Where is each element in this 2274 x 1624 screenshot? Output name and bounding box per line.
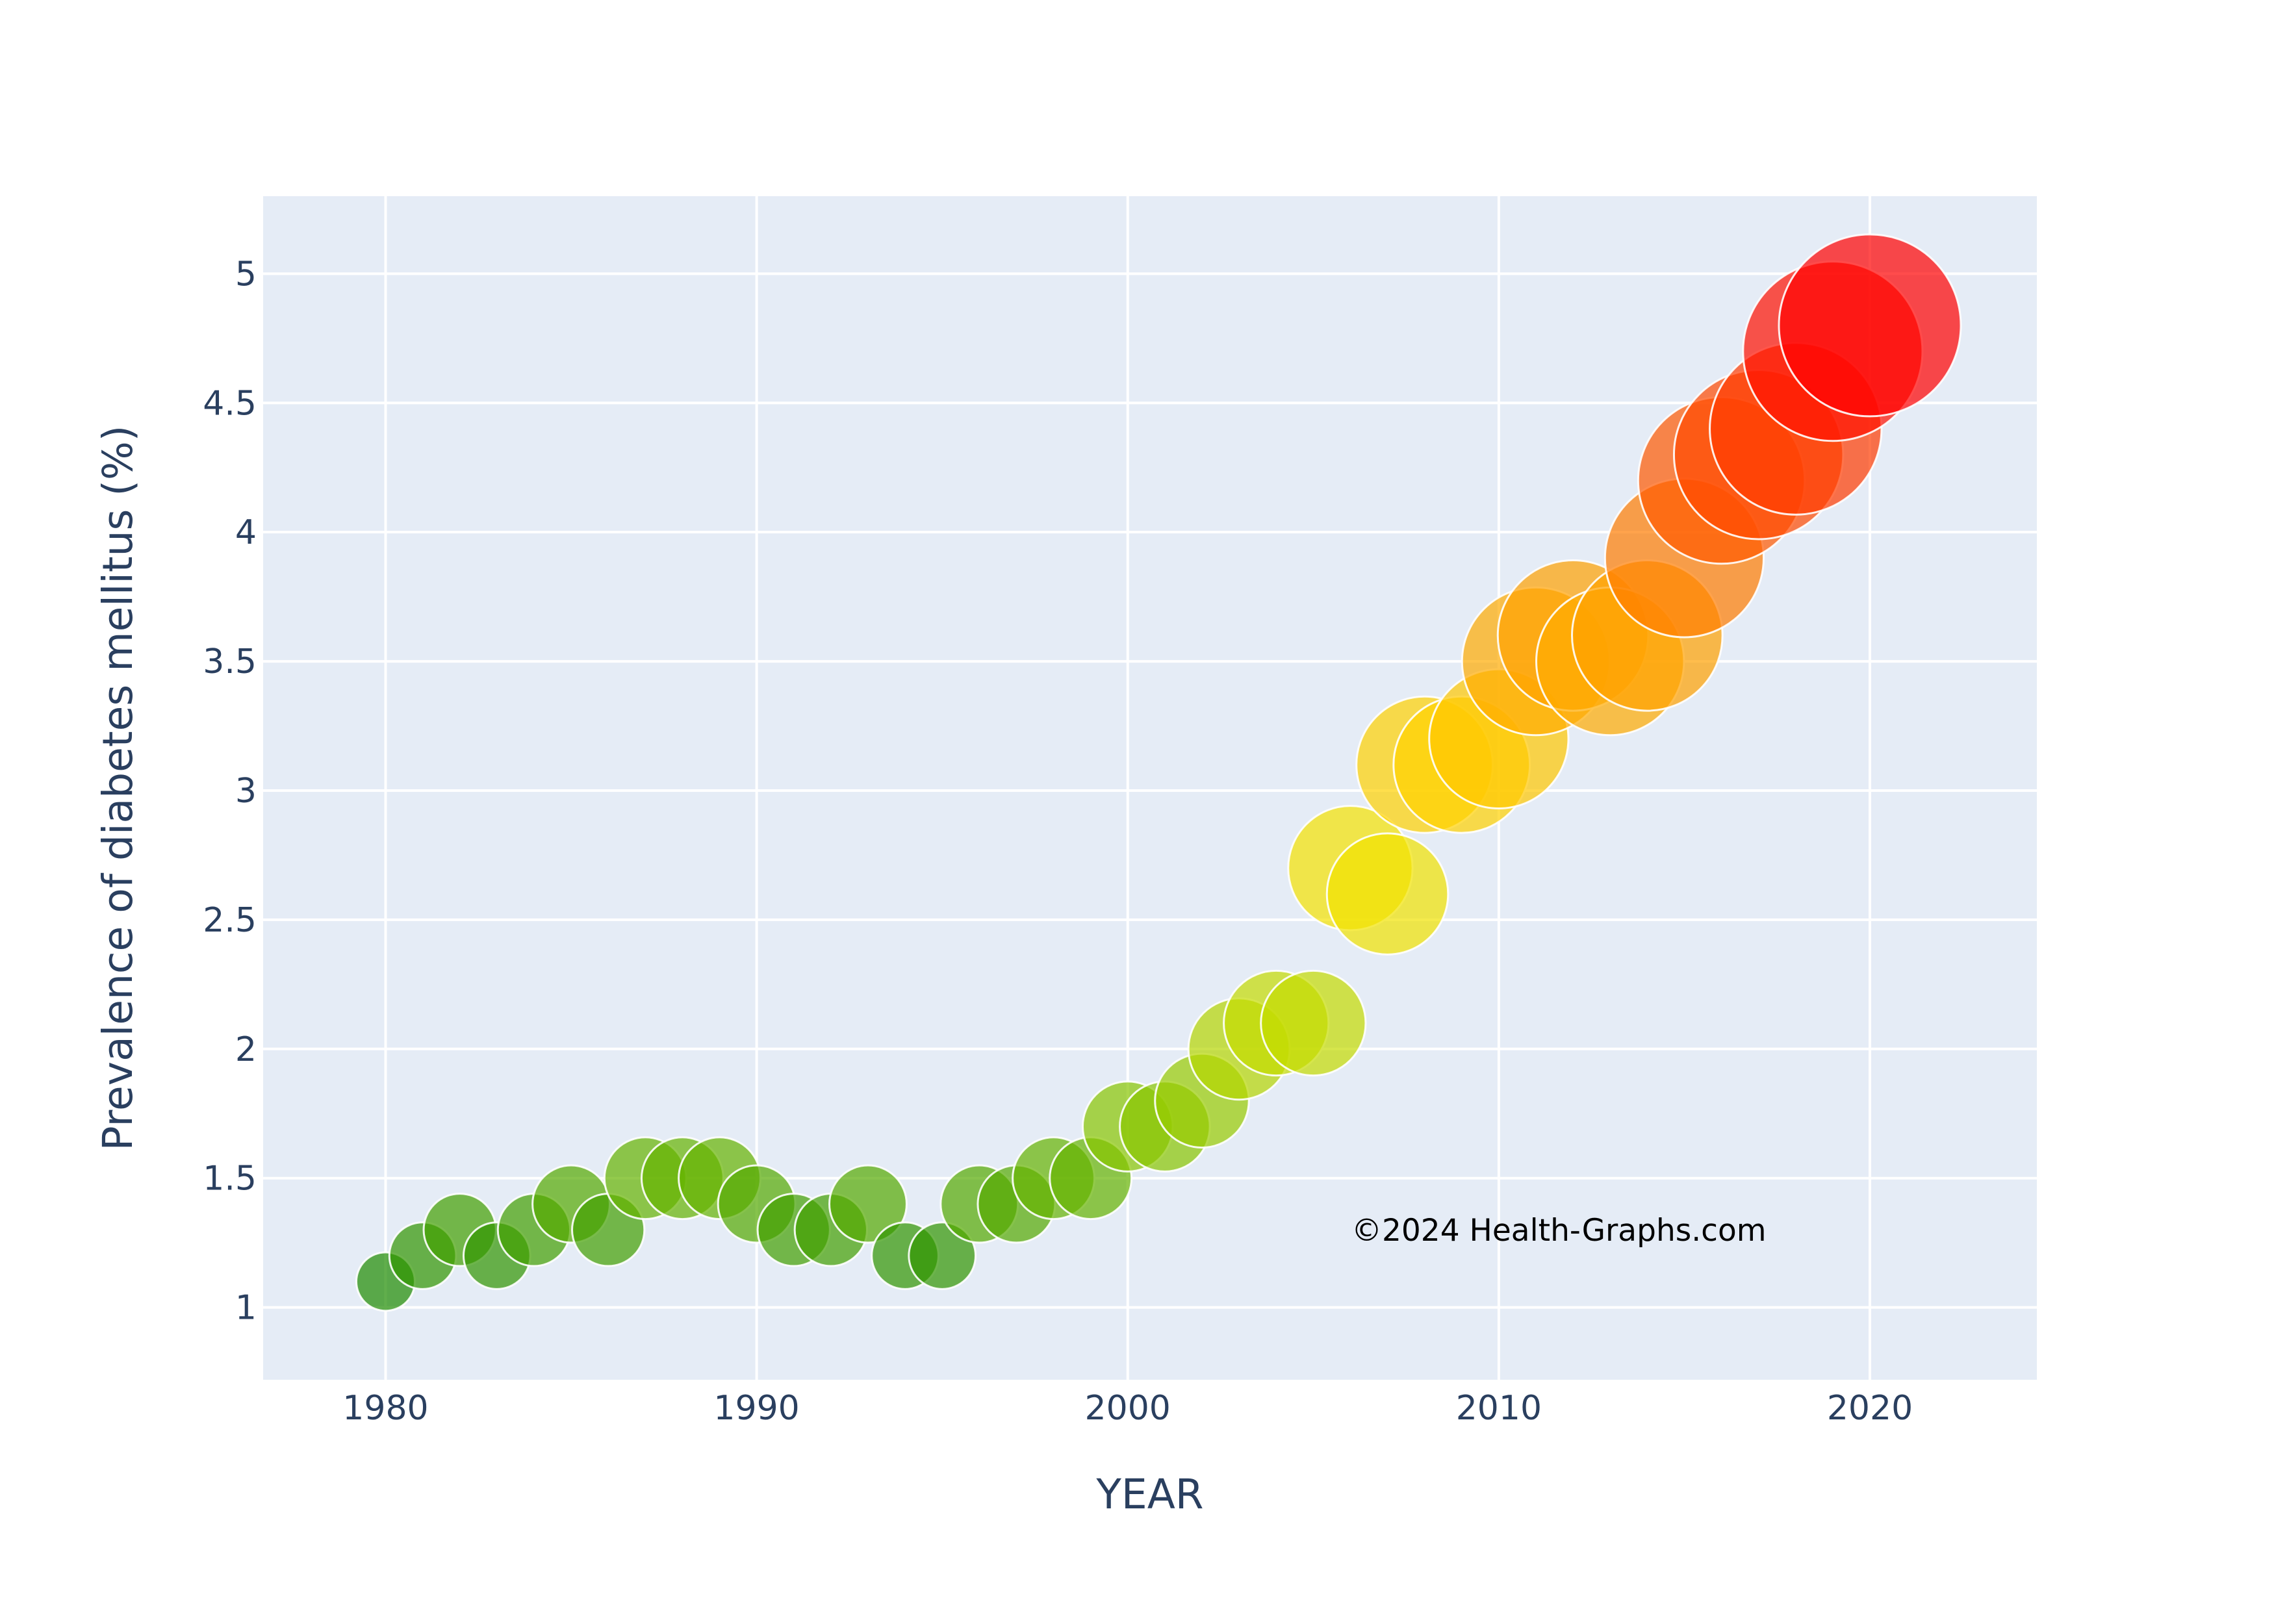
y-tick-label: 2	[235, 1030, 257, 1069]
y-tick-label: 1	[235, 1289, 257, 1328]
y-axis-title: Prevalence of diabetes mellitus (%)	[94, 425, 142, 1151]
y-tick-label: 1.5	[203, 1160, 257, 1199]
x-tick-labels: 1980 1990 2000 2010 2020	[342, 1389, 1913, 1428]
y-tick-label: 3	[235, 772, 257, 811]
x-tick-label: 1990	[713, 1389, 799, 1428]
x-tick-label: 2000	[1085, 1389, 1171, 1428]
y-gridlines	[263, 272, 2037, 1309]
data-point	[908, 1221, 977, 1290]
x-tick-label: 1980	[342, 1389, 428, 1428]
data-point	[1260, 969, 1367, 1077]
y-tick-label: 4	[235, 513, 257, 552]
x-axis-title: YEAR	[1095, 1471, 1203, 1518]
data-point	[1325, 832, 1450, 956]
x-tick-label: 2020	[1827, 1389, 1913, 1428]
y-tick-label: 5	[235, 255, 257, 294]
y-tick-label: 4.5	[203, 384, 257, 423]
x-tick-label: 2010	[1456, 1389, 1542, 1428]
copyright-annotation: ©2024 Health-Graphs.com	[1351, 1213, 1767, 1249]
y-tick-labels: 1 1.5 2 2.5 3 3.5 4 4.5 5	[203, 255, 257, 1327]
y-tick-label: 3.5	[203, 642, 257, 681]
data-points	[355, 233, 1962, 1312]
data-point	[1778, 233, 1962, 418]
y-tick-label: 2.5	[203, 901, 257, 940]
data-point	[828, 1164, 908, 1244]
